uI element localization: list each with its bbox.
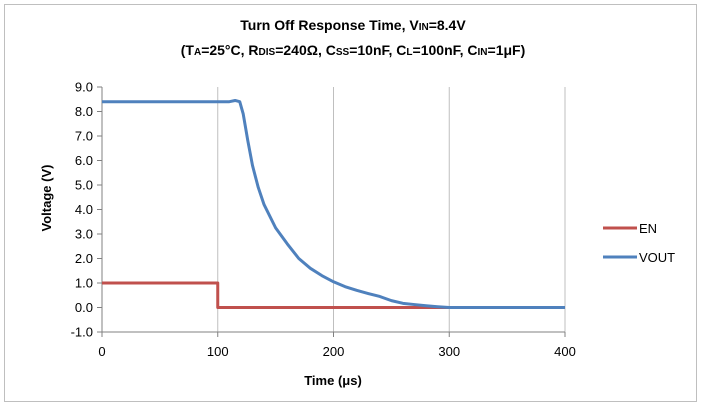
y-tick-label: 8.0	[75, 104, 93, 119]
x-tick-label: 200	[323, 344, 345, 359]
series-line-en	[102, 281, 565, 309]
y-tick-label: 9.0	[75, 80, 93, 95]
x-tick-label: 0	[98, 344, 105, 359]
x-tick-label: 400	[554, 344, 576, 359]
title-line-2-part: SS	[336, 47, 350, 58]
legend: EN VOUT	[603, 221, 675, 265]
y-tick-label: 0.0	[75, 300, 93, 315]
title-line-2-part: IN	[478, 47, 488, 58]
title-line-2-part: L	[406, 47, 412, 58]
y-tick-label: 7.0	[75, 129, 93, 144]
series-line-vout	[102, 98, 565, 309]
title-sub: IN	[419, 22, 429, 33]
tick-labels: 9.0 8.0 7.0 6.0 5.0 4.0 3.0 2.0 1.0 0.0 -1.0 0 100 20…	[71, 80, 576, 360]
y-tick-label: 6.0	[75, 153, 93, 168]
y-tick-label: 4.0	[75, 202, 93, 217]
x-tick-label: 100	[207, 344, 229, 359]
title-rest: =8.4V	[429, 17, 467, 33]
y-axis-label: Voltage (V)	[39, 165, 54, 232]
chart-title-line-1: Turn Off Response Time, VIN=8.4V	[240, 17, 466, 33]
title-line-2-part: A	[194, 47, 201, 58]
title-line-2-part: =25°C, R	[201, 42, 258, 58]
series-lines	[102, 98, 565, 309]
y-tick-label: 1.0	[75, 276, 93, 291]
x-axis-label: Time (μs)	[304, 373, 362, 388]
axes	[97, 86, 566, 337]
chart-frame	[4, 4, 697, 402]
y-tick-label: 2.0	[75, 251, 93, 266]
grid	[217, 87, 566, 332]
title-line-2-part: =1μF)	[488, 42, 526, 58]
legend-label-en: EN	[639, 221, 657, 236]
title-line-2-part: =100nF, C	[413, 42, 478, 58]
x-tick-label: 300	[438, 344, 460, 359]
legend-label-vout: VOUT	[639, 250, 675, 265]
y-tick-label: -1.0	[71, 325, 93, 340]
y-tick-label: 3.0	[75, 227, 93, 242]
title-line-2-part: DIS	[259, 47, 276, 58]
title-line-2-part: (T	[181, 42, 195, 58]
title-line-2-part: =10nF, C	[349, 42, 406, 58]
title-line-2-part: =240Ω, C	[275, 42, 336, 58]
y-tick-label: 5.0	[75, 178, 93, 193]
title-main: Turn Off Response Time, V	[240, 17, 419, 33]
chart-title-line-2: (TA=25°C, RDIS=240Ω, CSS=10nF, CL=100nF,…	[181, 42, 526, 58]
